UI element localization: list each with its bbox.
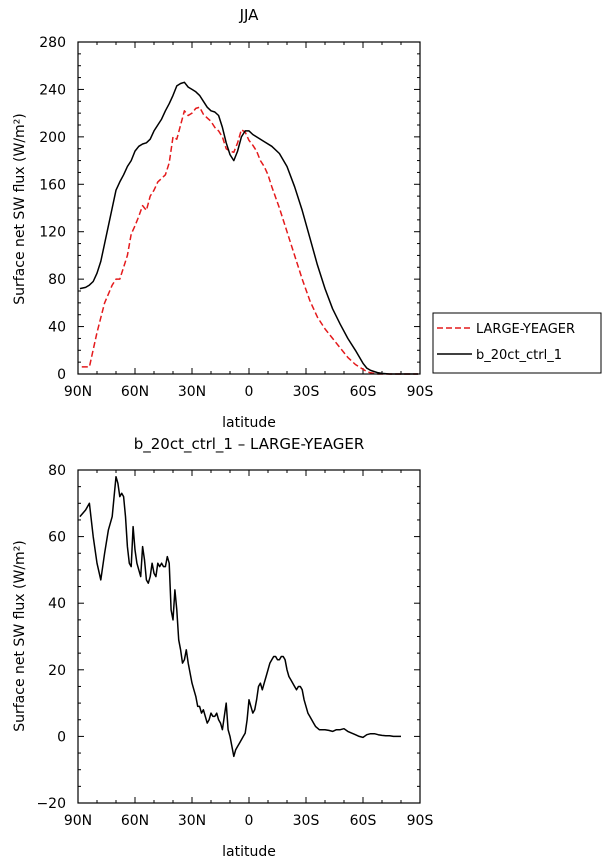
bottom-chart: b_20ct_ctrl_1 – LARGE-YEAGER Surface net… [12, 435, 433, 860]
top-chart-series [79, 81, 419, 375]
top-chart-x-axis-title: latitude [222, 415, 276, 431]
top-chart-title: JJA [239, 6, 260, 24]
top-x-tick-label: 30S [293, 384, 320, 400]
top-y-tick-label: 0 [57, 367, 66, 383]
bottom-chart-title: b_20ct_ctrl_1 – LARGE-YEAGER [134, 435, 365, 454]
bottom-y-tick-label: 0 [57, 729, 66, 745]
top-y-tick-label: 240 [39, 82, 66, 98]
top-y-tick-label: 160 [39, 177, 66, 193]
bottom-chart-frame [77, 469, 421, 804]
bottom-chart-series [79, 475, 401, 758]
legend: LARGE-YEAGER b_20ct_ctrl_1 [432, 312, 602, 374]
top-y-tick-label: 200 [39, 130, 66, 146]
bottom-x-tick-label: 90S [407, 813, 434, 829]
top-series-line-b-20ct-ctrl-1 [79, 81, 419, 375]
bottom-x-tick-label: 30N [178, 813, 206, 829]
top-chart-frame [77, 41, 421, 375]
bottom-x-tick-label: 60N [121, 813, 149, 829]
top-chart-axes: 90N 60N 30N 0 30S 60S 90S 0 40 80 120 160 200 240 280 [39, 35, 433, 400]
top-series-line-large-yeager [81, 106, 419, 375]
top-x-tick-label: 60S [350, 384, 377, 400]
bottom-y-tick-label: 80 [48, 463, 66, 479]
top-x-tick-label: 90S [407, 384, 434, 400]
bottom-chart-y-axis-title: Surface net SW flux (W/m²) [12, 540, 28, 732]
top-x-tick-label: 60N [121, 384, 149, 400]
legend-label-b20ct: b_20ct_ctrl_1 [476, 348, 562, 363]
bottom-x-tick-label: 30S [293, 813, 320, 829]
bottom-y-tick-label: 20 [48, 663, 66, 679]
top-x-tick-label: 90N [64, 384, 92, 400]
bottom-chart-axes: 90N 60N 30N 0 30S 60S 90S −20 0 20 40 60 80 [36, 463, 433, 829]
bottom-series-line-difference [79, 475, 401, 758]
top-x-tick-label: 30N [178, 384, 206, 400]
top-x-tick-label: 0 [245, 384, 254, 400]
bottom-y-tick-label: −20 [36, 796, 66, 812]
bottom-chart-x-axis-title: latitude [222, 844, 276, 860]
legend-label-large-yeager: LARGE-YEAGER [476, 322, 575, 337]
bottom-x-tick-label: 0 [245, 813, 254, 829]
bottom-x-tick-label: 60S [350, 813, 377, 829]
top-y-tick-label: 40 [48, 320, 66, 336]
top-y-tick-label: 280 [39, 35, 66, 51]
bottom-y-tick-label: 60 [48, 530, 66, 546]
bottom-y-tick-label: 40 [48, 596, 66, 612]
top-y-tick-label: 80 [48, 272, 66, 288]
svg-text:Surface net SW flux (W/m²): Surface net SW flux (W/m²) [12, 113, 28, 305]
top-y-tick-label: 120 [39, 225, 66, 241]
top-chart-y-axis-title: Surface net SW flux (W/m²) [12, 113, 28, 305]
svg-text:Surface net SW flux (W/m²): Surface net SW flux (W/m²) [12, 540, 28, 732]
bottom-x-tick-label: 90N [64, 813, 92, 829]
legend-box [432, 312, 602, 374]
top-chart: JJA Surface net SW flux (W/m²) latitude … [12, 6, 433, 431]
